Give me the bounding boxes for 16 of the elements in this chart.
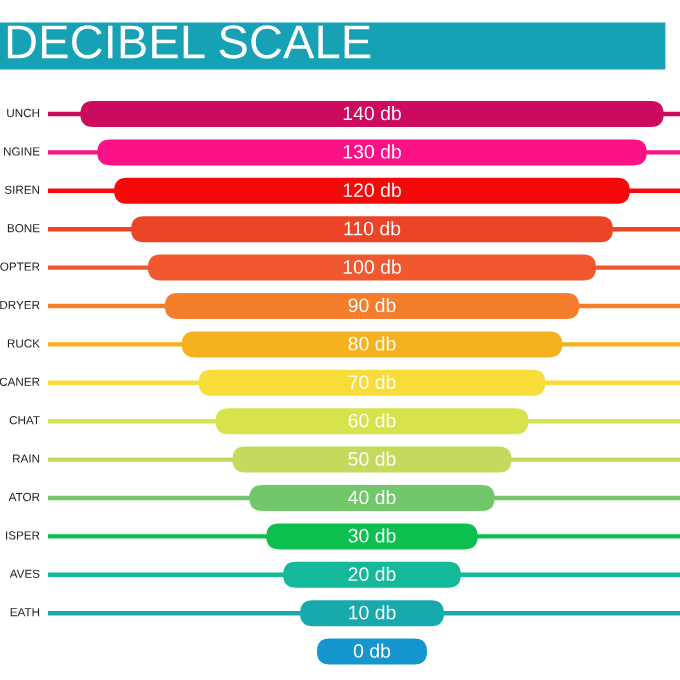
data-label: 10 db [349,605,396,620]
data-label: 100 db [343,259,401,274]
data-label: 70 db [348,374,396,390]
data-label: 0 db [353,643,391,658]
data-label: 80 db [348,336,396,351]
data-label: 20 db [348,566,396,582]
data-label: 120 db [343,182,401,198]
data-label: 110 db [344,221,401,236]
data-label: 60 db [348,413,396,428]
text: DECIBEL SCALE [7,25,371,59]
data-label: 140 db [343,105,401,121]
data-label: 130 db [343,144,401,159]
data-label: 50 db [348,451,396,466]
data-label: 90 db [348,297,396,313]
data-label: 40 db [348,489,396,505]
data-label: 30 db [348,528,396,543]
